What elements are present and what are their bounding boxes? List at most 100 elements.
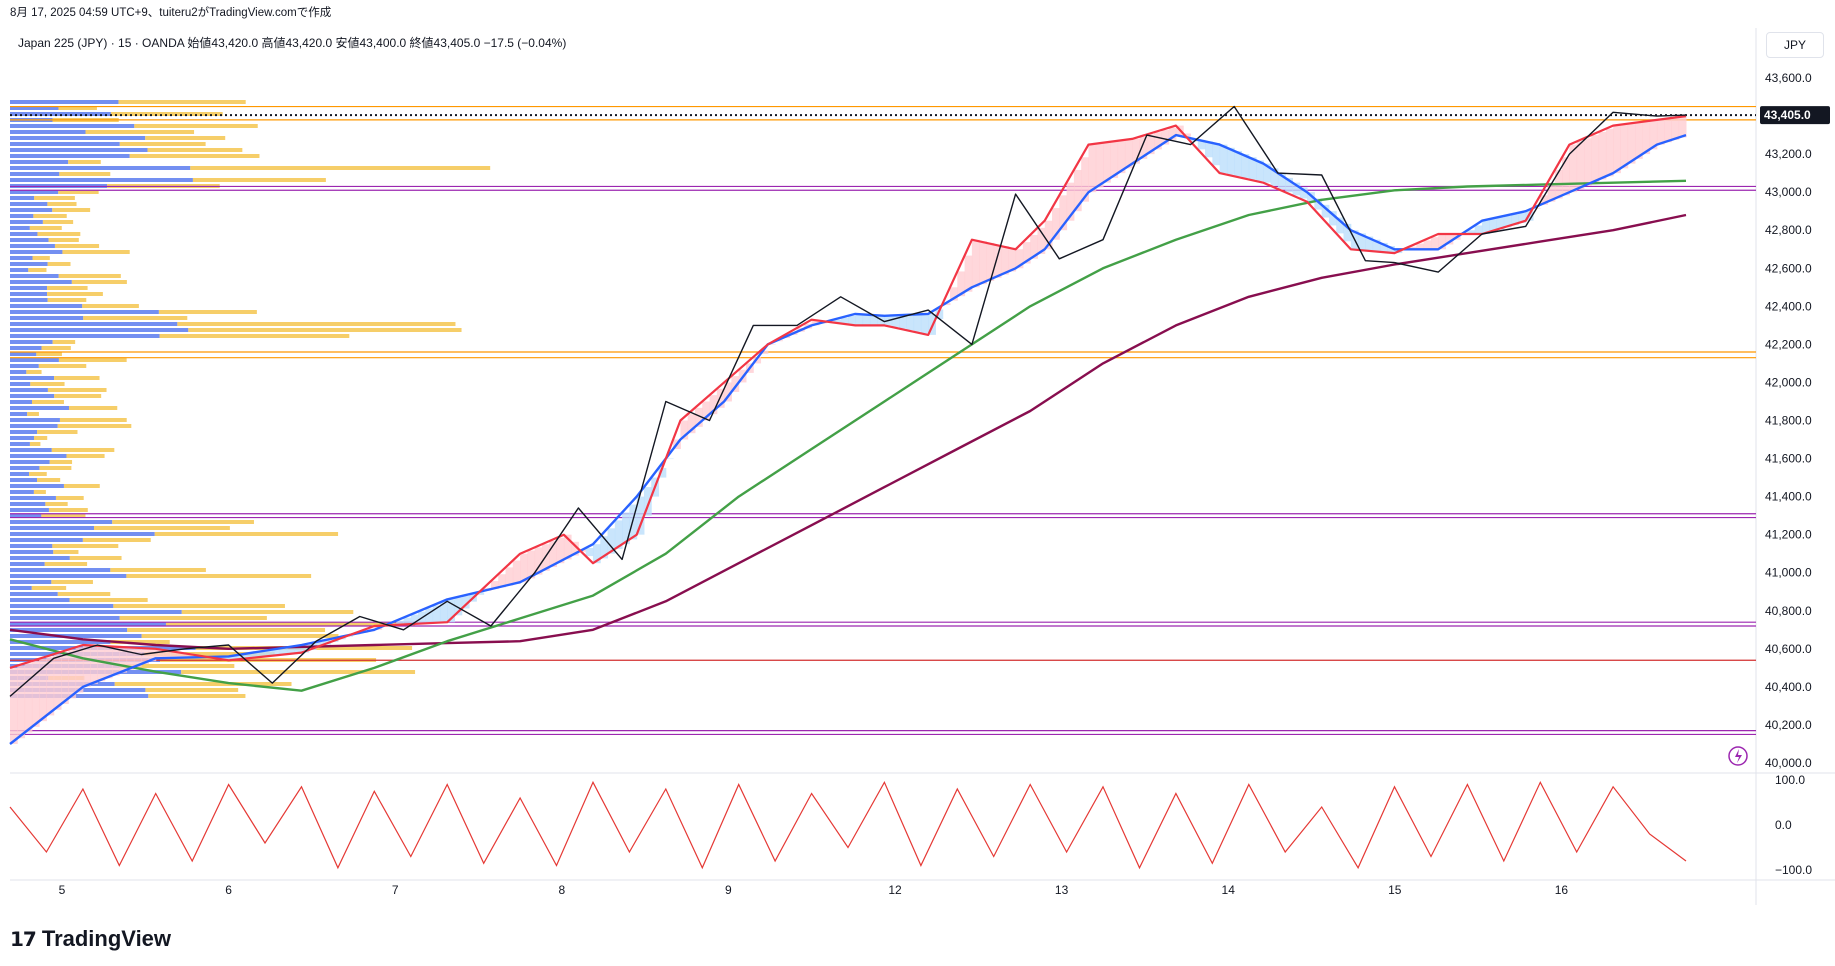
volume-profile-bar [147,148,243,152]
volume-profile-bar [94,526,230,530]
volume-profile-bar [10,460,50,464]
ma-cloud-slice [1328,211,1337,226]
ma-cloud-slice [520,553,528,583]
ma-cloud-slice [1161,130,1170,145]
volume-profile-bar [29,472,47,476]
price-tick-label: 42,600.0 [1765,261,1812,275]
ma-cloud-slice [1620,124,1629,169]
ma-cloud-slice [17,665,26,739]
ma-cloud-slice [957,271,966,297]
volume-profile-bar [10,598,70,602]
volume-profile-bar [10,478,38,482]
ma-cloud-slice [82,645,91,687]
volume-profile-bar [10,520,113,524]
volume-profile-bar [10,616,120,620]
ma-cloud-slice [527,550,536,579]
ma-cloud-slice [1241,154,1250,178]
volume-profile-bar [10,352,37,356]
ma-cloud-slice [170,651,179,658]
price-tick-label: 43,000.0 [1765,185,1812,199]
ma-cloud-slice [920,314,929,334]
ma-cloud-slice [760,350,769,354]
volume-profile-bar [10,418,60,422]
volume-profile-bar [63,484,100,488]
ma-cloud-slice [1146,134,1155,155]
ma-cloud-slice [1649,120,1658,150]
ma-cloud-slice [410,614,419,625]
ma-cloud-slice [1365,236,1374,251]
volume-profile-bar [31,586,67,590]
volume-profile-bar [51,448,115,452]
volume-profile-bar [119,142,206,146]
tradingview-logo[interactable]: 𝟭𝟳 TradingView [10,926,171,952]
volume-profile-bar [10,580,52,584]
volume-profile-bar [10,610,182,614]
price-tick-label: 43,600.0 [1765,71,1812,85]
volume-profile-bar [41,514,86,518]
volume-profile-bar [69,598,148,602]
volume-profile-bar [53,550,79,554]
volume-profile-bar [110,112,223,116]
volume-profile-bar [113,604,285,608]
volume-profile-bar [10,196,35,200]
snapshot-info: 8月 17, 2025 04:59 UTC+9、tuiteru2がTrading… [10,7,332,19]
volume-profile-bar [10,214,34,218]
ma-cloud-slice [899,315,907,329]
ma-cloud-slice [1183,133,1191,137]
ma-cloud-slice [913,314,922,332]
volume-profile-bar [10,574,127,578]
ma-cloud-slice [855,313,864,326]
ma-cloud-slice [265,650,273,657]
volume-profile-bar [10,496,56,500]
ma-cloud-slice [840,317,849,324]
volume-profile-bar [52,208,91,212]
ma-cloud-slice [1438,234,1447,250]
misc-icons [1728,746,1748,766]
ma-cloud-slice [75,647,84,693]
series-ma_fast [9,115,1687,669]
volume-profile-bar [126,574,312,578]
ma-cloud-slice [1518,212,1527,223]
ma-cloud-slice [243,654,251,659]
ma-cloud-slice [1103,142,1111,183]
volume-profile-bar [10,394,55,398]
ma-cloud-slice [1073,169,1082,212]
volume-profile-bar [10,346,42,350]
volume-profile-bar [177,322,456,326]
symbol-legend[interactable]: Japan 225 (JPY) · 15 · OANDA 始値43,420.0 … [18,36,567,50]
volume-profile-bar [10,304,83,308]
time-tick-label: 7 [392,883,399,897]
series-ma_long [9,179,1687,692]
volume-profile-bar [54,376,100,380]
volume-profile-bar [54,244,100,248]
volume-profile-bar [181,610,354,614]
volume-profile-bar [158,310,257,314]
price-tick-label: 42,800.0 [1765,223,1812,237]
time-tick-label: 15 [1388,883,1402,897]
volume-profile-bar [10,148,148,152]
ma-cloud-slice [432,605,441,623]
volume-profile-bar [55,496,84,500]
currency-button[interactable]: JPY [1766,32,1824,58]
series-ma_200 [9,213,1687,650]
volume-profile-bar [10,550,54,554]
volume-profile-bar [10,124,135,128]
volume-profile-bar [10,544,53,548]
price-tick-label: 40,000.0 [1765,756,1812,770]
ma-cloud-slice [848,315,856,325]
volume-profile-bar [10,232,38,236]
volume-profile-bar [10,532,155,536]
volume-profile-bar [144,652,275,656]
brand-text: TradingView [41,926,172,951]
volume-profile-bar [10,100,119,104]
volume-profile-bar [41,346,71,350]
ma-cloud-slice [869,314,878,326]
ma-cloud-slice [1379,242,1388,252]
price-tick-label: 42,000.0 [1765,375,1812,389]
ma-cloud-slice [10,667,18,744]
ma-cloud-slice [403,617,412,625]
time-tick-label: 8 [558,883,565,897]
price-tick-label: 41,400.0 [1765,490,1812,504]
volume-profile-bar [10,406,70,410]
